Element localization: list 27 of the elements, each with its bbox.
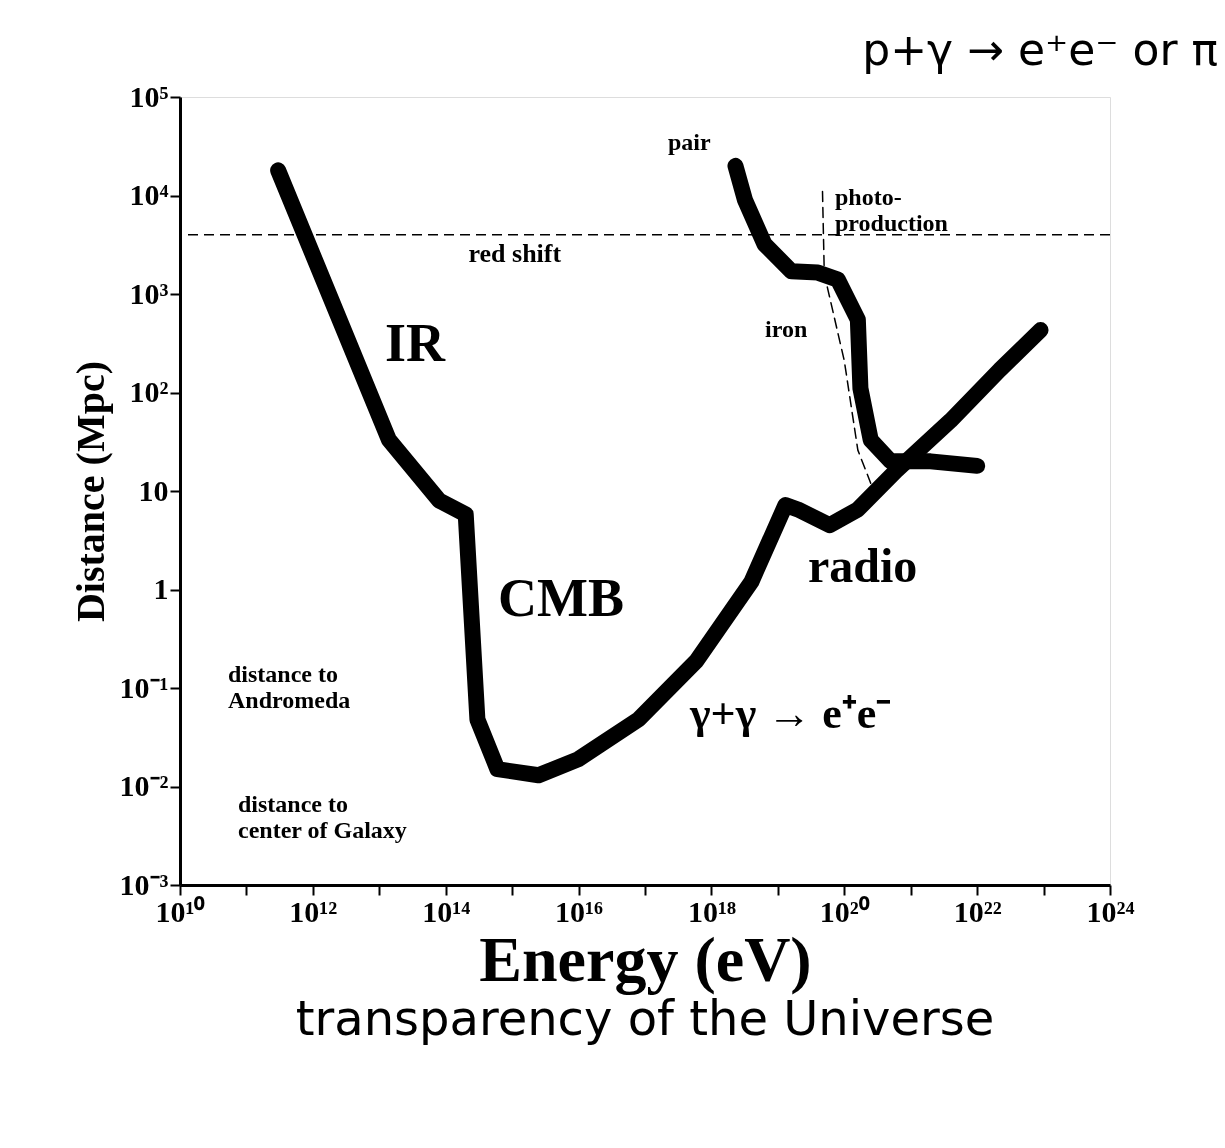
annotation: distance to center of Galaxy	[238, 791, 407, 843]
annotation: distance to Andromeda	[228, 661, 351, 713]
x-tick-label: 10¹⁴	[422, 894, 471, 928]
text: p+γ → e⁺e⁻ or π	[862, 24, 1218, 75]
x-tick-label: 10²⁴	[1086, 894, 1135, 928]
y-axis-title: Distance (Mpc)	[67, 360, 113, 623]
x-tick-label: 10¹⁶	[555, 894, 604, 928]
annotation: pair	[668, 129, 712, 155]
y-tick-label: 10⁴	[129, 178, 169, 211]
y-tick-label: 1	[153, 572, 169, 605]
y-tick-label: 10	[138, 473, 169, 507]
y-tick-label: 10⁻²	[119, 769, 169, 802]
ref-line-label: red shift	[468, 238, 562, 268]
y-tick-label: 10⁻¹	[119, 670, 169, 704]
annotation: iron	[765, 316, 808, 342]
annotation: photo- production	[835, 184, 948, 236]
y-tick-label: 10²	[129, 375, 169, 408]
y-tick-label: 10⁵	[129, 79, 169, 113]
x-tick-label: 10¹⁸	[687, 894, 736, 928]
x-tick-label: 10²⁰	[819, 894, 870, 928]
x-tick-label: 10²²	[953, 894, 1002, 928]
x-tick-label: 10¹²	[289, 894, 338, 928]
annotation: γ+γ → e⁺e⁻	[689, 689, 892, 738]
annotation: IR	[385, 313, 447, 373]
y-tick-label: 10³	[129, 276, 169, 310]
annotation: CMB	[498, 568, 624, 628]
annotation: radio	[808, 539, 918, 592]
